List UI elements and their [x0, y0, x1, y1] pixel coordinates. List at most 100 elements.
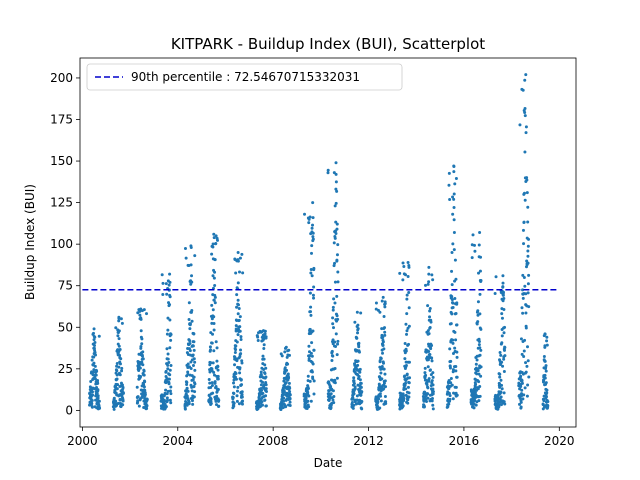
data-point	[142, 385, 146, 389]
data-point	[360, 407, 364, 411]
data-point	[520, 379, 524, 383]
data-point	[335, 189, 339, 193]
data-point	[188, 339, 192, 343]
data-point	[525, 394, 529, 398]
data-point	[288, 353, 291, 357]
data-point	[448, 366, 452, 370]
data-point	[215, 359, 219, 363]
data-point	[92, 355, 96, 359]
data-point	[138, 366, 142, 370]
data-point	[426, 282, 430, 286]
data-point	[308, 291, 312, 295]
data-point	[214, 234, 218, 238]
data-point	[262, 347, 266, 351]
data-point	[259, 370, 263, 374]
data-point	[309, 351, 313, 355]
data-point	[238, 371, 242, 375]
data-point	[264, 335, 268, 339]
data-point	[428, 309, 432, 313]
data-point	[259, 372, 263, 376]
data-point	[408, 376, 412, 380]
data-point	[117, 319, 121, 323]
data-point	[329, 392, 333, 396]
data-point	[232, 385, 236, 389]
data-point	[264, 375, 268, 379]
data-point	[165, 292, 169, 296]
data-point-peak	[381, 295, 385, 299]
data-point	[136, 395, 140, 399]
data-point	[545, 335, 549, 339]
data-point	[526, 291, 530, 295]
data-point	[139, 329, 143, 333]
data-point	[120, 369, 124, 373]
data-point	[241, 399, 245, 403]
data-point	[336, 317, 340, 321]
data-point	[425, 400, 429, 403]
data-point	[478, 384, 482, 388]
data-point	[380, 377, 384, 381]
data-point	[427, 379, 431, 383]
data-point	[192, 395, 196, 399]
data-point	[310, 370, 314, 374]
data-point	[351, 397, 355, 401]
data-point	[378, 392, 382, 396]
data-point	[451, 368, 455, 372]
data-point	[502, 307, 506, 311]
data-point	[117, 329, 121, 333]
data-point	[407, 391, 411, 395]
data-point	[406, 401, 410, 405]
data-point	[478, 346, 482, 350]
data-point	[446, 405, 450, 409]
data-point	[164, 405, 168, 409]
data-point	[524, 292, 528, 296]
data-point	[447, 183, 451, 187]
data-point	[545, 391, 549, 395]
data-point	[212, 370, 216, 374]
data-point	[214, 340, 218, 344]
data-point	[502, 297, 506, 301]
data-point	[332, 326, 336, 330]
data-point	[141, 363, 145, 367]
data-point	[379, 356, 383, 360]
data-point-peak	[139, 307, 143, 311]
data-point	[310, 244, 314, 248]
data-point	[263, 332, 267, 336]
data-point	[525, 191, 529, 195]
data-point	[527, 305, 531, 309]
data-point	[498, 375, 502, 379]
data-point	[380, 327, 384, 331]
data-point	[494, 275, 498, 279]
data-point	[476, 300, 480, 304]
data-point	[520, 388, 524, 392]
data-point	[381, 340, 385, 344]
data-point	[90, 405, 94, 409]
data-point	[353, 387, 357, 391]
data-point	[121, 391, 125, 395]
y-axis: 0 25 50 75 100 125 150 175 200	[50, 71, 80, 417]
data-point-peak	[406, 260, 410, 264]
data-point	[429, 347, 433, 351]
data-point	[522, 354, 526, 358]
data-point	[306, 374, 310, 378]
data-point	[168, 280, 172, 284]
data-point	[498, 385, 502, 389]
data-point	[524, 131, 528, 135]
data-point	[472, 406, 476, 410]
data-point	[382, 387, 386, 391]
data-point	[234, 344, 238, 348]
data-point	[429, 320, 433, 324]
data-point	[500, 312, 504, 316]
data-point	[450, 298, 454, 302]
data-point	[449, 381, 453, 385]
data-point	[119, 357, 123, 361]
data-point	[166, 398, 170, 402]
data-point	[213, 295, 217, 299]
data-point	[427, 280, 431, 284]
data-point	[236, 333, 240, 337]
data-point	[452, 248, 456, 252]
data-point	[216, 374, 220, 378]
data-point	[477, 343, 481, 347]
data-point	[162, 399, 166, 403]
data-point	[287, 376, 291, 380]
data-point	[334, 180, 338, 184]
